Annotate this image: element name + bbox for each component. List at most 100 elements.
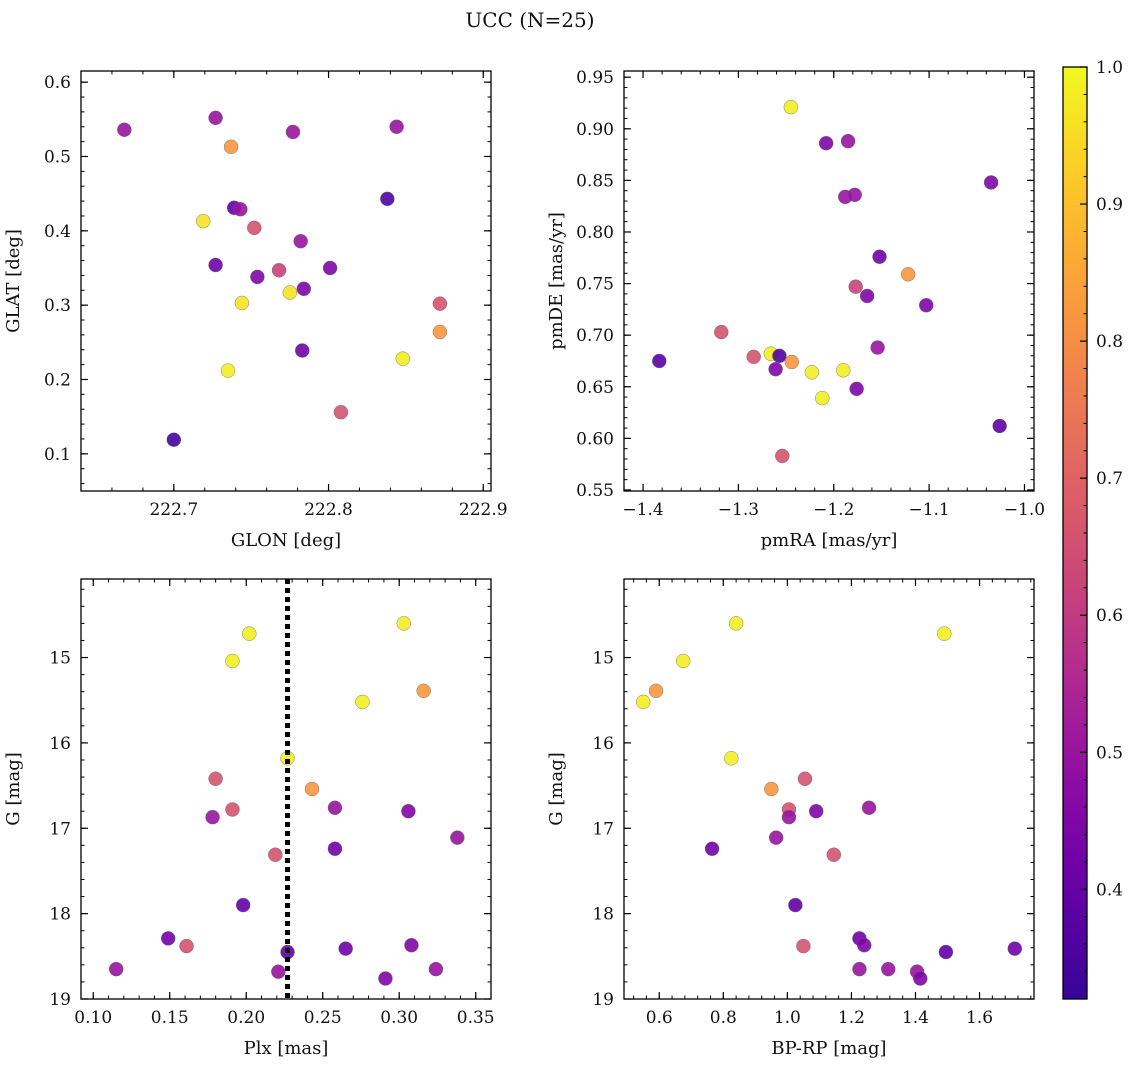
data-point	[881, 961, 896, 977]
data-point	[271, 964, 286, 979]
data-point	[938, 944, 954, 960]
data-point	[913, 971, 928, 986]
colorbar: 0.4 0.5 0.6 0.7 0.8 0.9 1.0	[1062, 58, 1123, 1000]
data-point	[205, 809, 220, 825]
data-point	[818, 136, 834, 151]
data-point	[223, 139, 239, 155]
data-point	[768, 830, 784, 845]
data-point	[872, 249, 887, 264]
y-tick-label: 0.55	[576, 481, 614, 501]
data-point	[804, 365, 820, 380]
y-tick-label: 19	[592, 990, 614, 1010]
y-tick-label: 0.1	[44, 445, 71, 465]
y-tick-label: 17	[49, 819, 71, 839]
y-tick-label: 0.80	[576, 223, 614, 243]
data-point	[648, 683, 664, 699]
x-tick-label: 1.0	[774, 1008, 801, 1028]
data-point	[781, 809, 797, 825]
y-tick-label: 15	[49, 649, 71, 669]
data-point	[401, 803, 416, 819]
data-point	[117, 122, 132, 137]
y-tick-label: 0.95	[576, 68, 614, 88]
y-tick-label: 0.65	[576, 378, 614, 398]
data-point	[389, 119, 404, 134]
y-tick-label: 0.85	[576, 171, 614, 191]
data-point	[937, 626, 952, 641]
data-point	[268, 847, 283, 862]
x-tick-label: 222.8	[304, 500, 353, 520]
colorbar-tick-label: 0.4	[1096, 880, 1123, 900]
data-point	[768, 362, 783, 377]
colorbar-gradient	[1062, 66, 1088, 1000]
data-point	[234, 295, 250, 311]
y-axis-label: pmDE [mas/yr]	[546, 212, 567, 350]
data-point	[416, 683, 431, 699]
x-tick-label: −1.4	[622, 500, 663, 520]
y-tick-label: 0.2	[44, 370, 71, 390]
plot-frame	[80, 70, 492, 492]
data-point	[380, 191, 395, 207]
y-axis-label: G [mag]	[546, 752, 567, 825]
data-point	[225, 802, 240, 817]
data-point	[859, 288, 875, 304]
data-point	[208, 110, 223, 126]
data-point	[432, 296, 448, 311]
scatter-panel-3: 0.10 0.15 0.20 0.25 0.30 0.35 15 16 17 18 19 Plx [m…	[3, 578, 495, 1059]
data-point	[428, 961, 444, 977]
y-tick-label: 18	[592, 905, 614, 925]
figure-title: UCC (N=25)	[465, 8, 594, 32]
scatter-panel-4: 0.6 0.8 1.0 1.2 1.4 1.6 15 16 17 18 19 BP-RP [mag] G…	[546, 578, 1035, 1059]
x-tick-label: 0.10	[74, 1008, 112, 1028]
data-point	[432, 324, 448, 340]
x-tick-label: 1.2	[838, 1008, 865, 1028]
data-point	[861, 800, 877, 815]
y-tick-label: 16	[592, 734, 614, 754]
data-point	[179, 938, 194, 954]
data-point	[166, 432, 182, 447]
plot-frame	[623, 578, 1035, 1000]
x-tick-label: −1.0	[1004, 500, 1045, 520]
colorbar-tick-label: 0.7	[1096, 469, 1123, 489]
data-point	[900, 267, 916, 282]
data-point	[848, 279, 863, 294]
data-point	[108, 961, 124, 977]
x-tick-label: 222.7	[149, 500, 198, 520]
x-tick-label: 0.15	[151, 1008, 189, 1028]
data-point	[724, 751, 739, 766]
data-point	[225, 653, 240, 669]
x-tick-label: −1.3	[718, 500, 759, 520]
y-tick-label: 17	[592, 819, 614, 839]
x-axis-label: GLON [deg]	[231, 530, 341, 551]
data-point	[1007, 941, 1022, 956]
colorbar-tick-label: 0.6	[1096, 606, 1123, 626]
data-point	[704, 841, 720, 856]
y-tick-label: 0.75	[576, 275, 614, 295]
y-axis-label: GLAT [deg]	[3, 229, 24, 333]
y-tick-label: 0.6	[44, 73, 71, 93]
data-point	[333, 405, 349, 420]
data-point	[293, 234, 308, 249]
data-point	[652, 353, 667, 369]
data-point	[826, 847, 842, 862]
data-point	[295, 343, 310, 358]
data-point	[233, 202, 248, 217]
data-point	[285, 124, 301, 140]
y-tick-label: 16	[49, 734, 71, 754]
data-point	[919, 298, 934, 313]
data-point	[327, 800, 343, 815]
y-tick-label: 0.60	[576, 429, 614, 449]
y-tick-label: 0.90	[576, 120, 614, 140]
colorbar-tick-label: 0.8	[1096, 332, 1123, 352]
x-axis-label: pmRA [mas/yr]	[761, 530, 898, 551]
data-point	[836, 363, 851, 378]
data-point	[992, 418, 1007, 434]
x-tick-label: 0.25	[304, 1008, 342, 1028]
data-point	[796, 938, 811, 954]
colorbar-tick-label: 1.0	[1096, 58, 1123, 78]
scatter-panels: 222.7 222.8 222.9 0.1 0.2 0.3 0.4 0.5 0.6 GLON [d…	[3, 68, 1045, 1059]
data-point	[355, 694, 370, 710]
y-tick-label: 0.5	[44, 147, 71, 167]
x-tick-label: 0.6	[646, 1008, 673, 1028]
x-axis-label: Plx [mas]	[244, 1038, 329, 1059]
